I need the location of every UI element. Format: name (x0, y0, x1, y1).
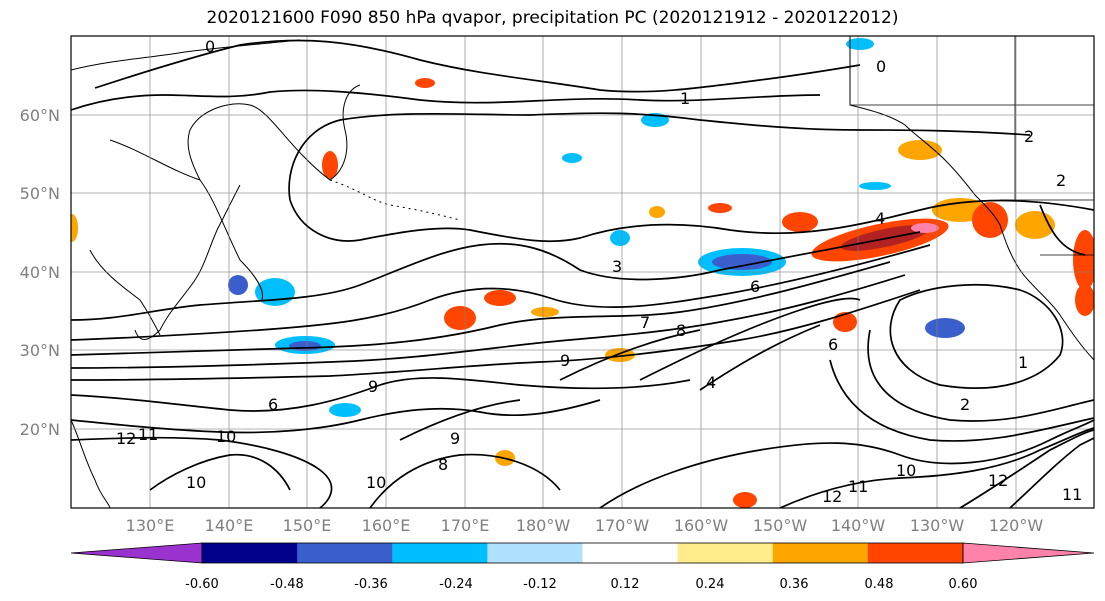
lon-label: 130°E (126, 516, 175, 535)
precip-shading (71, 38, 1094, 508)
colorbar-segment (582, 543, 679, 563)
contour-label: 6 (750, 277, 760, 296)
lon-label: 120°W (989, 516, 1044, 535)
lon-label: 180°W (516, 516, 571, 535)
contour-label: 4 (706, 373, 716, 392)
contour-label: 12 (822, 487, 842, 506)
lon-label: 150°W (753, 516, 808, 535)
colorbar-tick-label: 0.12 (611, 577, 640, 592)
colorbar: -0.60 -0.48 -0.36 -0.24 -0.12 0.12 0.24 … (70, 542, 1095, 592)
contour-label: 9 (368, 377, 378, 396)
colorbar-segment (297, 543, 393, 563)
colorbar-tick-label: -0.60 (185, 577, 219, 592)
colorbar-segment (392, 543, 488, 563)
colorbar-tick-label: -0.48 (270, 577, 304, 592)
contour-label: 8 (438, 455, 448, 474)
contour-label: 10 (366, 473, 386, 492)
colorbar-outline (201, 542, 964, 564)
colorbar-tick-label: -0.24 (439, 577, 473, 592)
contour-label: 12 (116, 429, 136, 448)
lat-label: 40°N (20, 263, 60, 282)
colorbar-segment (487, 543, 583, 563)
colorbar-tick-label: 0.48 (865, 577, 894, 592)
lon-label: 140°W (831, 516, 886, 535)
map-panel: 0 0 1 2 2 3 4 6 6 6 7 8 9 9 9 10 10 10 1… (71, 36, 1094, 508)
contour-label: 1 (680, 89, 690, 108)
colorbar-ticks: -0.60 -0.48 -0.36 -0.24 -0.12 0.12 0.24 … (185, 577, 977, 592)
contour-label: 4 (875, 209, 885, 228)
contour-label: 6 (828, 335, 838, 354)
contour-label: 2 (960, 395, 970, 414)
contour-labels: 0 0 1 2 2 3 4 6 6 6 7 8 9 9 9 10 10 10 1… (116, 37, 1082, 506)
lon-label: 130°W (910, 516, 965, 535)
latitude-labels: 60°N 50°N 40°N 30°N 20°N (20, 106, 60, 439)
map-frame (70, 35, 1095, 509)
contour-label: 12 (988, 471, 1008, 490)
colorbar-tick-label: 0.36 (780, 577, 809, 592)
colorbar-extend-low (70, 542, 203, 564)
lat-label: 20°N (20, 420, 60, 439)
lon-label: 150°E (283, 516, 332, 535)
contour-label: 2 (1056, 171, 1066, 190)
contour-label: 8 (676, 321, 686, 340)
colorbar-tick-label: 0.60 (949, 577, 978, 592)
contour-label: 0 (876, 57, 886, 76)
contour-label: 10 (216, 427, 236, 446)
colorbar-segments (70, 542, 1095, 564)
colorbar-segment (867, 543, 964, 563)
contour-label: 3 (612, 257, 622, 276)
qvapor-contours (71, 39, 1094, 508)
contour-label: 11 (848, 477, 868, 496)
lat-label: 30°N (20, 341, 60, 360)
contour-label: 0 (205, 37, 215, 56)
lon-label: 170°E (441, 516, 490, 535)
contour-label: 11 (1062, 485, 1082, 504)
lat-label: 60°N (20, 106, 60, 125)
contour-label: 1 (1018, 353, 1028, 372)
lon-label: 160°E (362, 516, 411, 535)
contour-label: 10 (186, 473, 206, 492)
contour-label: 2 (1024, 127, 1034, 146)
colorbar-tick-label: -0.12 (523, 577, 557, 592)
colorbar-segment (772, 543, 869, 563)
contour-label: 10 (896, 461, 916, 480)
colorbar-segment (677, 543, 774, 563)
map-title: 2020121600 F090 850 hPa qvapor, precipit… (206, 8, 899, 28)
lon-label: 170°W (595, 516, 650, 535)
colorbar-tick-label: 0.24 (696, 577, 725, 592)
contour-label: 9 (560, 351, 570, 370)
contour-label: 6 (268, 395, 278, 414)
contour-label: 7 (640, 313, 650, 332)
lon-label: 140°E (205, 516, 254, 535)
colorbar-extend-high (962, 542, 1095, 564)
lon-label: 160°W (674, 516, 729, 535)
colorbar-tick-label: -0.36 (354, 577, 388, 592)
lat-label: 50°N (20, 184, 60, 203)
contour-label: 9 (450, 429, 460, 448)
longitude-labels: 130°E 140°E 150°E 160°E 170°E 180°W 170°… (126, 516, 1044, 535)
colorbar-segment (202, 543, 298, 563)
contour-label: 11 (138, 425, 158, 444)
